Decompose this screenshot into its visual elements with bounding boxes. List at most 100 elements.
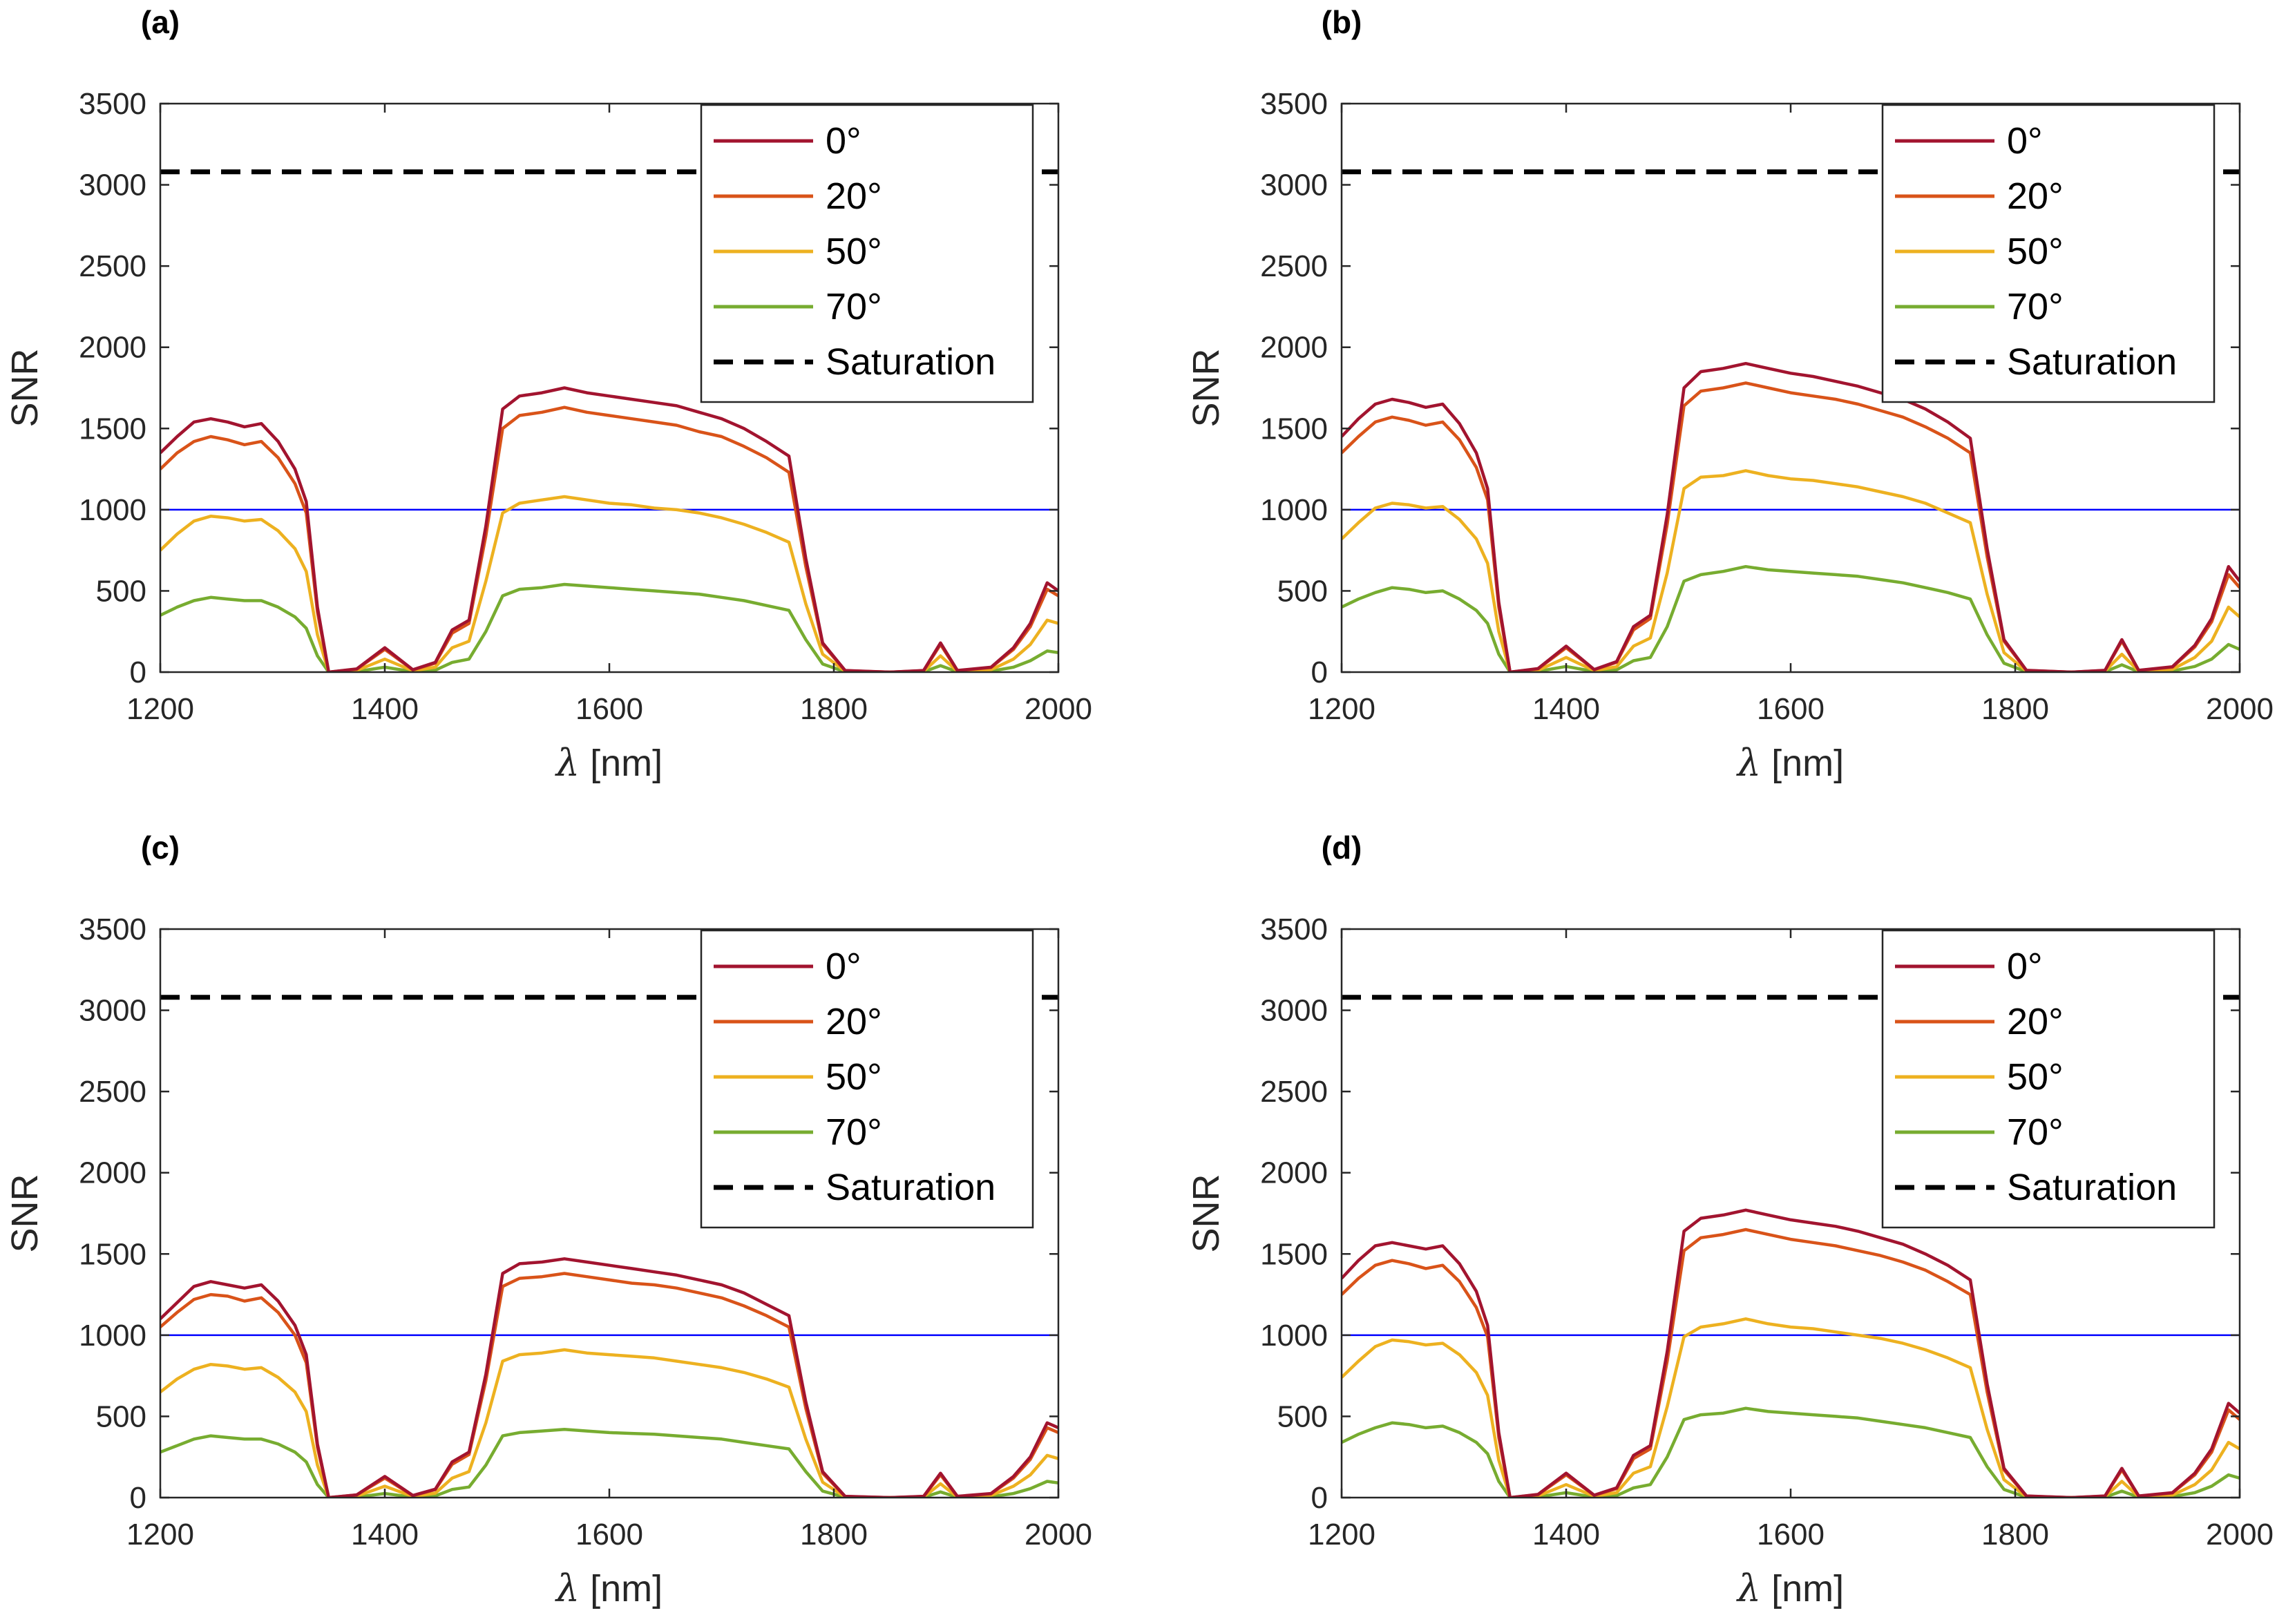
panel-label: (d) xyxy=(1322,830,1362,866)
x-tick-label: 1200 xyxy=(1308,1518,1375,1551)
x-tick-label: 2000 xyxy=(1025,692,1092,726)
x-axis-label-symbol: λ xyxy=(1736,1567,1761,1610)
panel-label: (c) xyxy=(141,830,180,866)
legend-entry: Saturation xyxy=(2007,341,2177,383)
y-tick-label: 2000 xyxy=(1260,1156,1328,1190)
series-line-0 xyxy=(1342,1208,2240,1498)
y-tick-label: 500 xyxy=(1277,1399,1328,1433)
x-axis-label-unit: [nm] xyxy=(1761,743,1844,784)
x-axis-label-unit: [nm] xyxy=(580,743,663,784)
legend-entry: Saturation xyxy=(2007,1167,2177,1208)
legend: 0° 20° 50° 70° Saturation xyxy=(1881,104,2216,403)
series-line-0 xyxy=(1342,361,2240,672)
y-axis-label: SNR xyxy=(4,1174,46,1252)
legend-entry: 50° xyxy=(2007,1056,2064,1098)
legend-entry: 20° xyxy=(2007,175,2064,217)
y-tick-label: 1000 xyxy=(79,1319,146,1353)
y-tick-label: 3000 xyxy=(1260,994,1328,1028)
x-tick-label: 1600 xyxy=(1757,1518,1825,1551)
x-tick-label: 1400 xyxy=(351,692,419,726)
x-axis-label-symbol: λ xyxy=(555,741,580,785)
x-tick-label: 1800 xyxy=(800,692,868,726)
legend-entry: 50° xyxy=(2007,231,2064,272)
legend-box xyxy=(1881,104,2216,403)
panel-c: (c) 1200 1400 1600 1800 2000 0 500 1000 1500 2000 2… xyxy=(4,830,1092,1610)
y-tick-label: 500 xyxy=(96,574,146,608)
x-tick-label: 1200 xyxy=(126,1518,194,1551)
y-tick-label: 2000 xyxy=(79,331,146,365)
legend-entry: 0° xyxy=(826,120,861,162)
y-tick-label: 2500 xyxy=(79,249,146,283)
y-tick-label: 1500 xyxy=(79,1237,146,1271)
y-tick-label: 1500 xyxy=(1260,1237,1328,1271)
legend-entry: 70° xyxy=(826,1111,882,1153)
series-line-0 xyxy=(160,1257,1058,1498)
legend-box xyxy=(700,929,1034,1229)
x-tick-label: 2000 xyxy=(1025,1518,1092,1551)
y-tick-label: 3500 xyxy=(79,913,146,946)
y-tick-label: 3500 xyxy=(1260,913,1328,946)
x-axis-label-symbol: λ xyxy=(555,1567,580,1610)
legend-entry: 70° xyxy=(2007,1111,2064,1153)
y-axis-label: SNR xyxy=(4,348,46,427)
x-tick-label: 2000 xyxy=(2206,692,2274,726)
legend-entry: 0° xyxy=(2007,120,2043,162)
y-tick-label: 500 xyxy=(1277,574,1328,608)
legend-entry: Saturation xyxy=(826,341,996,383)
y-tick-label: 0 xyxy=(130,1481,146,1515)
y-tick-label: 1000 xyxy=(1260,1319,1328,1353)
y-tick-label: 2500 xyxy=(1260,249,1328,283)
x-tick-label: 1600 xyxy=(1757,692,1825,726)
y-tick-label: 0 xyxy=(1311,1481,1328,1515)
y-tick-label: 3500 xyxy=(1260,87,1328,121)
y-tick-label: 3500 xyxy=(79,87,146,121)
y-tick-label: 0 xyxy=(1311,656,1328,689)
y-tick-label: 2500 xyxy=(79,1075,146,1109)
legend: 0° 20° 50° 70° Saturation xyxy=(700,104,1034,403)
x-axis-label: λ [nm] xyxy=(555,741,663,785)
x-tick-label: 1400 xyxy=(1532,1518,1600,1551)
legend-entry: 50° xyxy=(826,1056,882,1098)
y-tick-label: 1500 xyxy=(1260,412,1328,446)
series-line-0 xyxy=(160,386,1058,672)
legend-entry: 70° xyxy=(2007,286,2064,327)
x-tick-label: 1800 xyxy=(1981,1518,2049,1551)
panel-b: (b) 1200 1400 1600 1800 2000 0 500 1000 1500 2000 2… xyxy=(1185,4,2274,785)
y-tick-label: 2000 xyxy=(79,1156,146,1190)
x-tick-label: 1200 xyxy=(1308,692,1375,726)
legend-box xyxy=(1881,929,2216,1229)
x-tick-label: 1200 xyxy=(126,692,194,726)
y-tick-label: 3000 xyxy=(79,169,146,202)
x-axis-label-symbol: λ xyxy=(1736,741,1761,785)
x-tick-label: 1400 xyxy=(1532,692,1600,726)
y-tick-label: 1500 xyxy=(79,412,146,446)
x-tick-label: 1600 xyxy=(575,1518,643,1551)
legend: 0° 20° 50° 70° Saturation xyxy=(1881,929,2216,1229)
panel-d: (d) 1200 1400 1600 1800 2000 0 500 1000 1500 2000 2… xyxy=(1185,830,2274,1610)
panel-label: (a) xyxy=(141,4,180,40)
y-tick-label: 500 xyxy=(96,1399,146,1433)
legend-entry: 20° xyxy=(2007,1001,2064,1042)
y-tick-label: 3000 xyxy=(79,994,146,1028)
legend-entry: Saturation xyxy=(826,1167,996,1208)
x-tick-label: 2000 xyxy=(2206,1518,2274,1551)
legend-box xyxy=(700,104,1034,403)
legend: 0° 20° 50° 70° Saturation xyxy=(700,929,1034,1229)
panel-a: (a) 1200 1400 1600 1800 2000 0 500 1000 1500 2000 2… xyxy=(4,4,1092,785)
x-axis-label: λ [nm] xyxy=(1736,1567,1844,1610)
x-tick-label: 1400 xyxy=(351,1518,419,1551)
y-tick-label: 1000 xyxy=(79,493,146,527)
y-tick-label: 1000 xyxy=(1260,493,1328,527)
legend-entry: 0° xyxy=(826,946,861,987)
y-axis-label: SNR xyxy=(1185,348,1227,427)
x-axis-label: λ [nm] xyxy=(555,1567,663,1610)
legend-entry: 20° xyxy=(826,1001,882,1042)
y-tick-label: 2500 xyxy=(1260,1075,1328,1109)
x-axis-label-unit: [nm] xyxy=(580,1568,663,1609)
x-tick-label: 1800 xyxy=(1981,692,2049,726)
y-tick-label: 2000 xyxy=(1260,331,1328,365)
panel-label: (b) xyxy=(1322,4,1362,40)
x-axis-label-unit: [nm] xyxy=(1761,1568,1844,1609)
y-tick-label: 3000 xyxy=(1260,169,1328,202)
